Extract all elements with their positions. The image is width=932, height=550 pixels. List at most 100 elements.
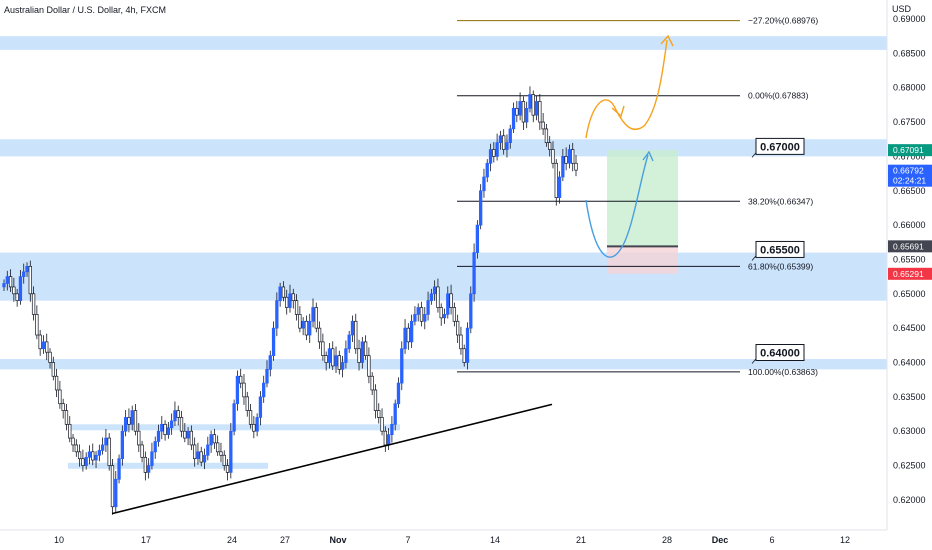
candle-body: [554, 162, 558, 198]
candle-body: [360, 341, 364, 363]
candle-body: [347, 334, 351, 350]
price-tick-label: 0.63000: [893, 426, 926, 436]
price-callouts[interactable]: 0.67000 0.65500 0.64000: [751, 137, 805, 364]
candle-body: [528, 94, 532, 109]
candle-body: [216, 442, 220, 453]
candle-body: [248, 410, 253, 425]
candle-body: [426, 300, 430, 315]
candle-body: [288, 293, 292, 308]
candle-body: [235, 375, 240, 405]
candle-body: [367, 355, 371, 377]
candle-body: [432, 286, 437, 295]
candle-body: [179, 417, 184, 432]
candle-body: [291, 293, 295, 302]
candle-body: [363, 341, 368, 356]
candle-body: [482, 176, 486, 192]
fib-label-4: 100.00%(0.63863): [748, 367, 818, 377]
candle-body: [271, 327, 276, 356]
candle-body: [202, 454, 207, 463]
candle-body: [403, 327, 407, 350]
candle-body: [97, 450, 101, 456]
time-tick-label: Dec: [712, 535, 729, 545]
long-position-tool[interactable]: [607, 150, 678, 274]
candle-body: [508, 128, 512, 144]
candle-body: [390, 423, 394, 435]
candle-body: [153, 441, 157, 453]
candle-body: [252, 423, 256, 432]
loss-zone[interactable]: [607, 246, 678, 274]
candle-body: [255, 417, 259, 432]
time-tick-label: 10: [54, 535, 64, 545]
candle-body: [81, 458, 85, 466]
candle-body: [442, 314, 447, 319]
time-tick-label: 24: [227, 535, 237, 545]
candle-body: [110, 465, 115, 508]
candle-body: [281, 286, 286, 298]
candle-body: [245, 396, 249, 411]
candle-body: [446, 293, 450, 315]
price-tick-label: 0.67000: [893, 151, 926, 161]
callout-box-1[interactable]: [755, 240, 805, 258]
price-tick-label: 0.66000: [893, 220, 926, 230]
candle-body: [12, 286, 16, 295]
candle-body: [143, 456, 148, 473]
candle-body: [127, 417, 131, 425]
candle-body: [166, 427, 171, 435]
candle-body: [317, 327, 322, 343]
candle-body: [436, 286, 440, 308]
candle-body: [275, 300, 279, 329]
candle-body: [377, 410, 381, 418]
price-tick-label: 0.69000: [893, 14, 926, 24]
drawing-tools[interactable]: [111, 34, 674, 515]
zone-2: [0, 252, 887, 301]
callout-label-1: 0.65500: [760, 244, 800, 256]
time-axis[interactable]: 10 17 24 27 Nov 7 14 21 28 Dec 6 12: [54, 535, 850, 545]
fib-label-1: 0.00%(0.67883): [748, 91, 809, 101]
time-tick-label: Nov: [329, 535, 346, 545]
candle-body: [28, 265, 32, 295]
orange-projection-arrow[interactable]: [585, 39, 668, 139]
candle-body: [311, 307, 315, 322]
candle-body: [314, 307, 318, 329]
price-tick-label: 0.68500: [893, 48, 926, 58]
zone-0: [0, 36, 887, 50]
callout-box-0[interactable]: [755, 137, 805, 155]
candle-body: [308, 320, 312, 336]
candle-body: [74, 444, 78, 453]
candle-body: [183, 430, 187, 439]
candle-body: [120, 430, 124, 460]
candle-body: [479, 190, 483, 226]
candle-body: [84, 456, 88, 466]
time-tick-label: 21: [576, 535, 586, 545]
candle-body: [521, 101, 526, 123]
trendline[interactable]: [111, 403, 553, 515]
candle-body: [219, 451, 223, 456]
candle-body: [423, 314, 427, 322]
candle-body: [186, 430, 190, 439]
fibonacci-retracement[interactable]: −27.20%(0.68976) 0.00%(0.67883) 38.20%(0.6…: [457, 16, 818, 377]
blue-arrowhead-icon: [642, 150, 654, 162]
price-axis[interactable]: 0.69000 0.68500 0.68000 0.67500 0.67000 0.665…: [893, 14, 926, 505]
candle-body: [488, 149, 493, 164]
candle-body: [498, 135, 503, 144]
candle-body: [515, 107, 519, 116]
candle-body: [107, 437, 111, 466]
candle-body: [551, 149, 555, 164]
candle-body: [25, 265, 29, 273]
profit-zone[interactable]: [607, 150, 678, 247]
callout-box-2[interactable]: [755, 344, 805, 361]
candle-body: [114, 478, 118, 508]
price-tick-label: 0.64000: [893, 358, 926, 368]
candle-body: [2, 283, 6, 288]
blue-projection-arrow[interactable]: [585, 154, 649, 258]
candle-body: [475, 224, 480, 253]
candle-body: [534, 101, 539, 116]
candle-body: [334, 355, 338, 367]
candle-body: [173, 410, 177, 422]
candle-body: [452, 307, 457, 322]
price-tick-label: 0.65500: [893, 254, 926, 264]
price-tag-0: [888, 144, 932, 157]
price-tag-2: [888, 240, 932, 253]
